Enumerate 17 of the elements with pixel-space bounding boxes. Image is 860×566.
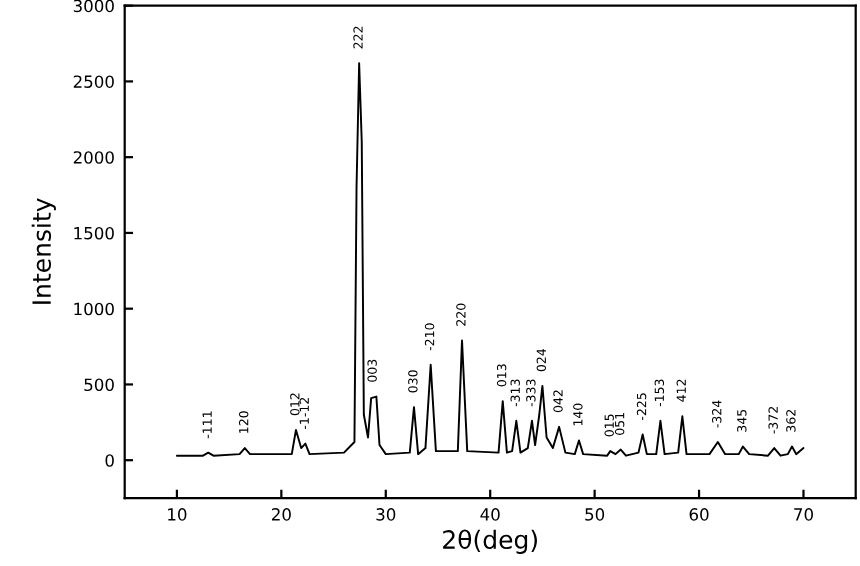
- x-tick-label: 70: [794, 508, 813, 521]
- x-tick-label: 10: [168, 508, 187, 521]
- x-tick-label: 30: [376, 508, 396, 521]
- x-tick-label: 50: [585, 508, 605, 521]
- y-tick-label: 1500: [74, 226, 114, 240]
- y-tick-label: 1000: [74, 302, 114, 316]
- y-tick-label: 2000: [73, 151, 114, 164]
- line-series: [175, 62, 805, 457]
- x-tick-label: 40: [480, 508, 500, 521]
- x-axis-title: 2θ(deg): [443, 529, 537, 554]
- x-tick-label: 60: [689, 508, 709, 521]
- y-tick-label: 3000: [73, 0, 114, 13]
- y-tick-label: 500: [84, 378, 114, 392]
- y-axis-title: Intensity: [31, 198, 56, 304]
- y-tick-label: 2500: [73, 75, 114, 88]
- y-tick-label: 0: [105, 454, 114, 467]
- x-tick-label: 20: [271, 508, 291, 521]
